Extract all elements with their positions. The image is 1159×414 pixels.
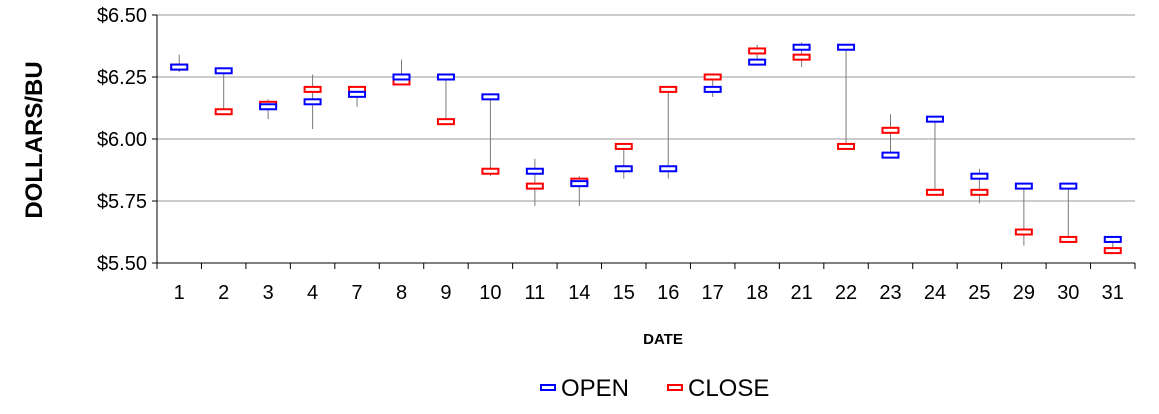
open-marker xyxy=(748,58,767,66)
open-marker xyxy=(792,43,811,51)
open-marker xyxy=(837,43,856,51)
close-marker xyxy=(525,182,544,190)
open-marker xyxy=(570,180,589,188)
open-close-markers xyxy=(170,43,1122,255)
x-tick-label: 11 xyxy=(524,282,545,304)
close-marker xyxy=(1014,228,1033,236)
x-tick-label: 14 xyxy=(568,282,590,304)
legend-item-close: CLOSE xyxy=(667,375,769,402)
close-marker xyxy=(881,126,900,134)
x-tick-label: 15 xyxy=(613,282,635,304)
open-marker xyxy=(481,93,500,101)
legend-item-open: OPEN xyxy=(540,375,629,402)
x-tick-label: 4 xyxy=(307,282,318,304)
close-marker xyxy=(748,47,767,55)
x-tick-label: 9 xyxy=(440,282,451,304)
close-marker xyxy=(837,142,856,150)
gridlines xyxy=(157,14,1135,264)
close-marker xyxy=(659,85,678,93)
close-marker xyxy=(214,108,233,116)
open-marker xyxy=(259,103,278,111)
legend-swatch-close xyxy=(667,384,683,391)
y-tick-label: $5.50 xyxy=(97,253,147,275)
open-marker xyxy=(1014,182,1033,190)
x-tick-label: 18 xyxy=(746,282,768,304)
x-tick-labels: 1 2 3 4 7 8 9 10 11 14 15 16 17 18 21 22 23 24 25 29 30 31 xyxy=(174,282,1124,304)
x-tick-label: 17 xyxy=(702,282,724,304)
axes xyxy=(152,14,1136,269)
open-marker xyxy=(348,90,367,98)
x-tick-label: 1 xyxy=(174,282,185,304)
close-marker xyxy=(303,85,322,93)
open-marker xyxy=(925,115,944,123)
close-marker xyxy=(792,53,811,61)
legend: OPEN CLOSE xyxy=(540,375,769,402)
x-tick-label: 29 xyxy=(1013,282,1035,304)
open-marker xyxy=(303,98,322,106)
close-marker xyxy=(1059,235,1078,243)
open-marker xyxy=(525,167,544,175)
y-tick-label: $5.75 xyxy=(97,191,147,213)
close-marker xyxy=(703,73,722,81)
x-tick-label: 3 xyxy=(263,282,274,304)
open-marker xyxy=(214,67,233,75)
open-marker xyxy=(1059,182,1078,190)
open-marker xyxy=(659,165,678,173)
legend-label: CLOSE xyxy=(688,375,769,402)
close-marker xyxy=(925,188,944,196)
open-marker xyxy=(881,151,900,159)
x-axis-title: DATE xyxy=(643,331,683,348)
x-tick-label: 30 xyxy=(1057,282,1079,304)
open-marker xyxy=(170,63,189,71)
legend-swatch-open xyxy=(540,384,556,391)
close-marker xyxy=(436,118,455,126)
y-tick-label: $6.00 xyxy=(97,129,147,151)
close-marker xyxy=(970,188,989,196)
x-tick-label: 31 xyxy=(1102,282,1124,304)
open-marker xyxy=(703,85,722,93)
y-axis-title: DOLLARS/BU xyxy=(21,61,48,218)
open-marker xyxy=(436,73,455,81)
x-tick-label: 2 xyxy=(218,282,229,304)
x-tick-label: 22 xyxy=(835,282,857,304)
x-tick-label: 24 xyxy=(924,282,946,304)
x-tick-label: 8 xyxy=(396,282,407,304)
close-marker xyxy=(1103,247,1122,255)
y-tick-label: $6.50 xyxy=(97,5,147,27)
close-marker xyxy=(481,167,500,175)
x-tick-label: 16 xyxy=(657,282,679,304)
close-marker xyxy=(614,142,633,150)
high-low-lines xyxy=(178,42,1114,254)
x-tick-label: 7 xyxy=(351,282,362,304)
y-tick-label: $6.25 xyxy=(97,67,147,89)
y-tick-labels: $5.50 $5.75 $6.00 $6.25 $6.50 xyxy=(97,5,147,275)
open-marker xyxy=(1103,235,1122,243)
open-marker xyxy=(392,73,411,81)
open-marker xyxy=(614,165,633,173)
legend-label: OPEN xyxy=(561,375,629,402)
x-tick-label: 23 xyxy=(879,282,901,304)
x-tick-label: 10 xyxy=(479,282,501,304)
x-tick-label: 25 xyxy=(968,282,990,304)
open-marker xyxy=(970,172,989,180)
x-tick-label: 21 xyxy=(790,282,812,304)
